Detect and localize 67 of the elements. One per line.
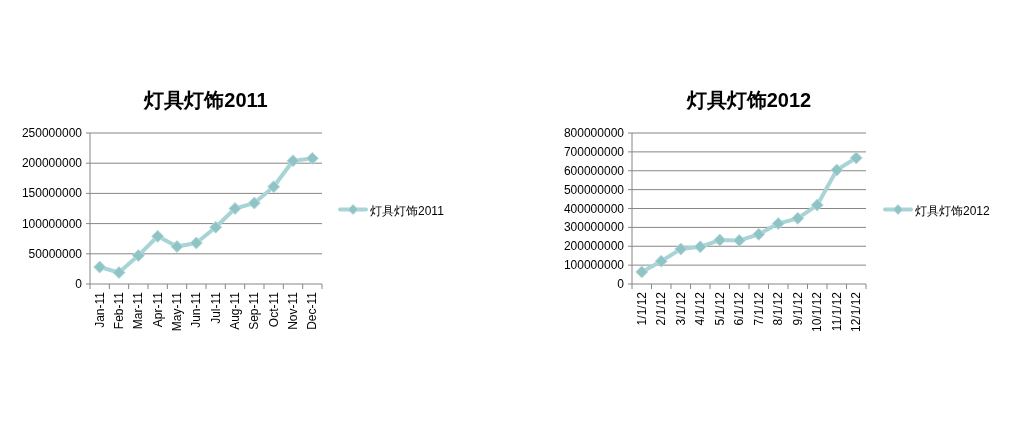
y-tick-label: 400000000 [563, 201, 625, 216]
x-tick-label: May-11 [170, 291, 184, 332]
point [267, 180, 281, 194]
point [151, 229, 165, 243]
point [830, 163, 844, 177]
point [635, 265, 649, 279]
y-tick-label: 50000000 [28, 246, 83, 261]
point [228, 202, 242, 215]
x-tick-label: 2/1/12 [654, 291, 669, 326]
point [247, 196, 261, 210]
y-tick-label: 0 [75, 277, 83, 291]
point [810, 198, 824, 212]
x-tick-label: 5/1/12 [712, 291, 727, 326]
legend-label: 灯具灯饰2012 [915, 203, 991, 218]
x-tick-label: Apr-11 [150, 291, 165, 328]
point [286, 154, 300, 168]
x-tick-label: 3/1/12 [673, 291, 688, 326]
x-tick-label: Oct-11 [266, 291, 281, 328]
point [674, 242, 688, 256]
x-tick-label: 12/1/12 [849, 291, 864, 333]
point [131, 249, 145, 263]
x-tick-label: 4/1/12 [693, 291, 708, 326]
y-tick-label: 250000000 [21, 126, 83, 140]
x-tick-label: Jun-11 [189, 291, 204, 328]
point [170, 240, 184, 254]
point [849, 151, 863, 165]
point [732, 233, 746, 247]
point [713, 233, 727, 247]
y-tick-label: 200000000 [21, 156, 83, 171]
legend-label: 灯具灯饰2011 [370, 203, 445, 218]
x-tick-label: Jul-11 [208, 291, 223, 324]
y-tick-label: 100000000 [563, 258, 625, 273]
x-tick-label: Nov-11 [286, 291, 300, 330]
y-tick-label: 0 [617, 277, 625, 291]
point [189, 236, 203, 250]
point [93, 260, 107, 274]
point [305, 151, 319, 165]
point [752, 227, 766, 241]
point [654, 254, 668, 268]
point [771, 217, 785, 231]
x-tick-label: 9/1/12 [790, 291, 805, 326]
x-tick-label: Aug-11 [228, 291, 242, 330]
y-tick-label: 200000000 [563, 239, 625, 254]
y-tick-label: 100000000 [21, 216, 83, 231]
x-tick-label: 8/1/12 [771, 291, 786, 326]
x-tick-label: 11/1/12 [829, 291, 844, 332]
point [209, 220, 223, 234]
x-tick-label: Dec-11 [305, 291, 320, 330]
chart-title: 灯具灯饰2011 [143, 89, 268, 111]
point [112, 266, 126, 280]
y-tick-label: 600000000 [563, 163, 625, 178]
y-tick-label: 800000000 [563, 126, 625, 140]
y-tick-label: 150000000 [21, 186, 83, 201]
chart-title: 灯具灯饰2012 [685, 89, 812, 111]
x-tick-label: 6/1/12 [732, 291, 747, 326]
point [791, 211, 805, 225]
y-tick-label: 700000000 [563, 144, 625, 159]
x-tick-label: Feb-11 [112, 291, 126, 330]
x-tick-label: Mar-11 [131, 291, 146, 330]
y-tick-label: 500000000 [563, 182, 625, 197]
x-tick-label: 10/1/12 [810, 291, 825, 333]
x-tick-label: 7/1/12 [751, 291, 766, 326]
x-tick-label: Jan-11 [92, 291, 107, 328]
point [693, 240, 707, 254]
x-tick-label: Sep-11 [247, 291, 262, 330]
x-tick-label: 1/1/12 [634, 291, 649, 326]
y-tick-label: 300000000 [563, 220, 625, 235]
